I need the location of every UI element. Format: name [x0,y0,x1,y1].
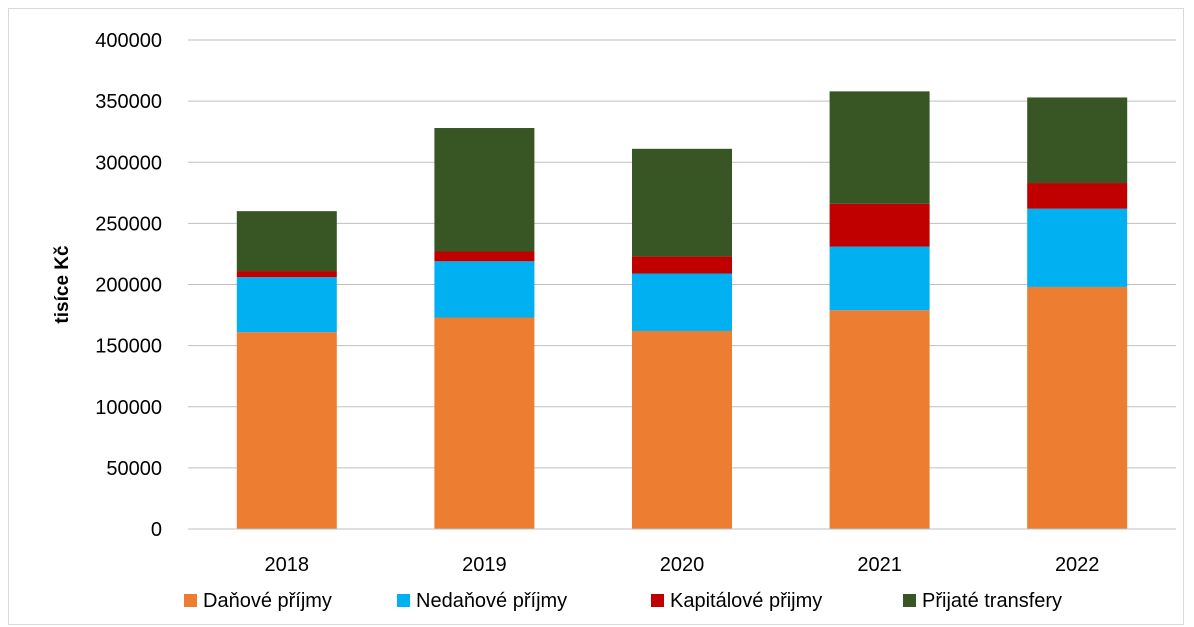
bar-2019-series-0 [434,317,535,529]
legend-swatch [651,594,664,607]
bar-2021-series-3 [829,91,930,204]
bar-2022-series-0 [1027,286,1128,529]
y-tick-label: 200000 [95,275,162,297]
y-tick-label: 50000 [106,458,162,480]
bars [236,91,1128,529]
bar-2020-series-2 [632,256,732,274]
legend-label: Nedaňové příjmy [416,590,567,612]
x-tick-label: 2019 [462,554,507,576]
bar-2021-series-2 [829,203,930,247]
x-tick-label: 2018 [265,554,310,576]
bar-2019-series-3 [434,128,535,252]
y-tick-label: 250000 [95,213,162,235]
y-tick-label: 400000 [95,30,162,52]
legend-label: Kapitálové přijmy [670,590,822,612]
y-axis-tick-labels: 0 50000 100000 150000 200000 250000 300000 3500… [95,30,162,541]
bar-2020-series-1 [632,273,732,331]
bar-2020-series-3 [632,148,732,257]
legend-swatch [397,594,410,607]
gridlines [188,39,1176,469]
bar-2018-series-1 [236,277,337,333]
y-tick-label: 150000 [95,336,162,358]
bar-2018-series-3 [236,211,337,272]
bar-2022-series-2 [1027,183,1128,209]
bar-2019-series-2 [434,251,535,262]
bar-2022-series-1 [1027,208,1128,287]
y-tick-label: 350000 [95,91,162,113]
x-axis-tick-labels: 2018 2019 2020 2021 2022 [265,554,1100,576]
bar-2020-series-0 [632,330,732,529]
y-tick-label: 0 [151,519,162,541]
y-tick-label: 100000 [95,397,162,419]
bar-2019-series-1 [434,261,535,318]
chart-frame [8,8,1184,625]
x-tick-label: 2021 [857,554,902,576]
legend-label: Daňové příjmy [203,590,332,612]
x-tick-label: 2022 [1055,554,1100,576]
y-tick-label: 300000 [95,152,162,174]
x-tick-label: 2020 [660,554,705,576]
legend-label: Přijaté transfery [922,590,1062,612]
legend: Daňové příjmy Nedaňové příjmy Kapitálové p… [184,590,1062,612]
bar-2021-series-0 [829,310,930,529]
bar-2018-series-0 [236,332,337,529]
bar-2018-series-2 [236,271,337,278]
bar-2022-series-3 [1027,97,1128,184]
legend-swatch [184,594,197,607]
legend-swatch [903,594,916,607]
y-axis-title: tisíce Kč [52,245,73,324]
bar-2021-series-1 [829,246,930,311]
